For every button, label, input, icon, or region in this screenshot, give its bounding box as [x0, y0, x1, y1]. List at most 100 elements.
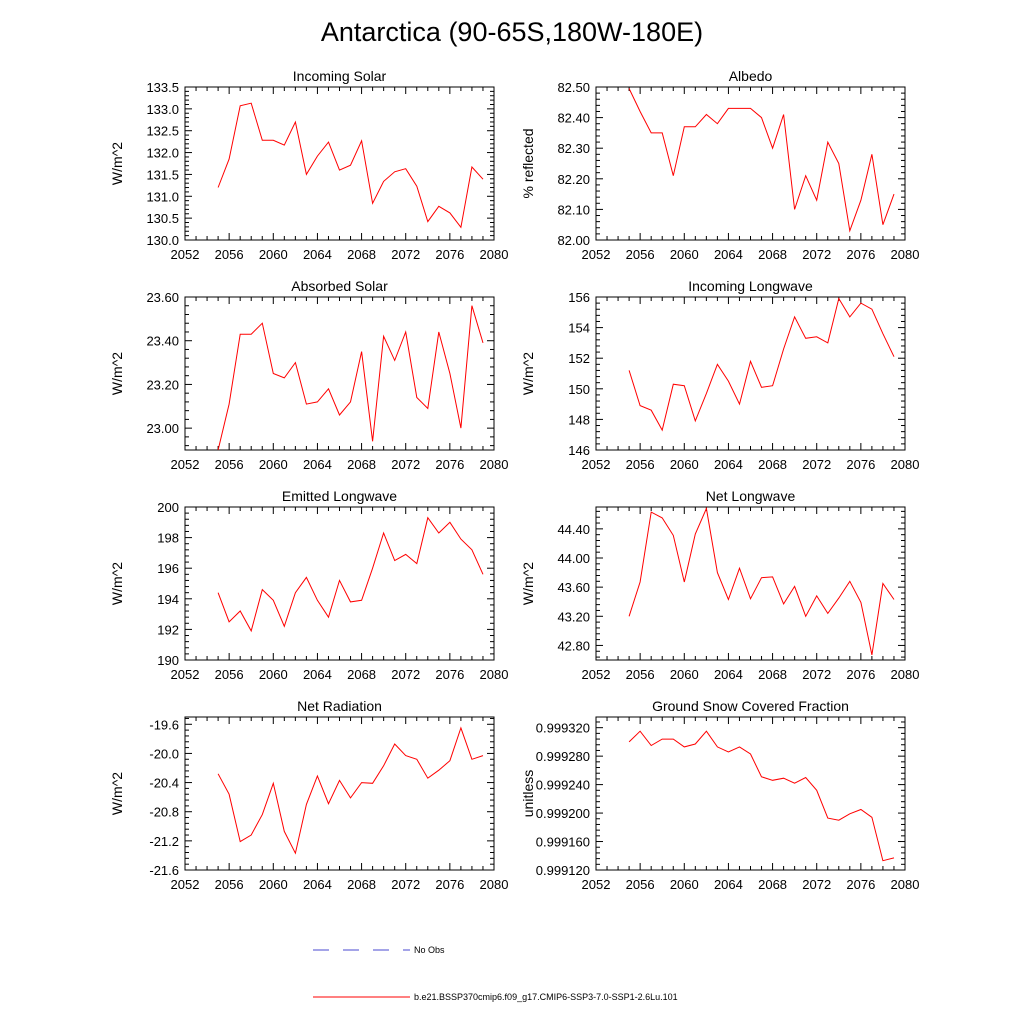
x-tick-label: 2060: [259, 667, 288, 682]
data-point: [684, 581, 685, 582]
y-tick-label: -21.6: [149, 863, 179, 878]
series-line: [217, 102, 484, 229]
data-point: [717, 572, 718, 573]
data-point: [761, 776, 762, 777]
data-point: [229, 794, 230, 795]
data-point: [816, 336, 817, 337]
data-point: [328, 803, 329, 804]
data-point: [471, 549, 472, 550]
data-point: [394, 743, 395, 744]
x-tick-label: 2068: [347, 667, 376, 682]
data-point: [339, 414, 340, 415]
y-tick-label: 200: [157, 500, 179, 515]
data-point: [339, 170, 340, 171]
data-point: [405, 554, 406, 555]
panel-5: Emitted Longwave W/m^2 2052 2056 2060 2064 206…: [109, 488, 508, 682]
plot-frame: [184, 86, 495, 241]
data-point: [717, 364, 718, 365]
data-point: [339, 580, 340, 581]
panel-title: Incoming Longwave: [688, 278, 813, 294]
plot-frame: [595, 716, 906, 871]
legend-run-label: b.e21.BSSP370cmip6.f09_g17.CMIP6-SSP3-7.…: [414, 992, 678, 1002]
data-point: [284, 145, 285, 146]
y-tick-label: 196: [157, 561, 179, 576]
data-point: [240, 610, 241, 611]
data-point: [783, 348, 784, 349]
data-point: [394, 560, 395, 561]
y-tick-label: 152: [568, 351, 590, 366]
x-tick-label: 2056: [215, 457, 244, 472]
y-tick-label: 150: [568, 382, 590, 397]
data-point: [739, 746, 740, 747]
y-tick-label: -20.8: [149, 805, 179, 820]
y-tick-label: 82.00: [557, 233, 590, 248]
data-point: [893, 599, 894, 600]
data-point: [816, 595, 817, 596]
data-points: [629, 88, 895, 232]
x-tick-label: 2072: [391, 247, 420, 262]
data-point: [717, 123, 718, 124]
y-axis-label: W/m^2: [109, 562, 125, 605]
y-tick-label: 0.999320: [536, 721, 590, 736]
data-point: [460, 428, 461, 429]
data-point: [262, 140, 263, 141]
plot-frame: [184, 296, 495, 451]
data-point: [684, 746, 685, 747]
data-point: [827, 613, 828, 614]
data-point: [794, 316, 795, 317]
x-tick-label: 2056: [626, 457, 655, 472]
data-point: [482, 342, 483, 343]
data-point: [350, 797, 351, 798]
data-point: [695, 743, 696, 744]
panel-title: Albedo: [729, 68, 773, 84]
panel-8: Ground Snow Covered Fraction unitless 2052…: [520, 698, 919, 892]
x-tick-label: 2056: [215, 247, 244, 262]
data-point: [284, 626, 285, 627]
y-tick-label: 0.999200: [536, 806, 590, 821]
y-tick-label: 194: [157, 592, 179, 607]
data-point: [295, 853, 296, 854]
data-point: [739, 108, 740, 109]
data-point: [728, 381, 729, 382]
x-tick-label: 2052: [171, 457, 200, 472]
data-point: [328, 617, 329, 618]
x-tick-label: 2064: [714, 877, 743, 892]
data-point: [805, 338, 806, 339]
data-point: [317, 156, 318, 157]
data-point: [317, 775, 318, 776]
data-point: [328, 142, 329, 143]
data-point: [427, 221, 428, 222]
data-point: [251, 103, 252, 104]
data-point: [295, 362, 296, 363]
panel-title: Net Longwave: [706, 488, 796, 504]
x-tick-label: 2060: [670, 457, 699, 472]
data-point: [728, 108, 729, 109]
data-point: [372, 783, 373, 784]
data-point: [383, 765, 384, 766]
panel-6: Net Longwave W/m^2 2052 2056 2060 2064 2068 207…: [520, 488, 919, 682]
y-tick-label: 154: [568, 321, 590, 336]
data-point: [306, 577, 307, 578]
data-point: [218, 187, 219, 188]
y-tick-label: 23.40: [146, 334, 179, 349]
data-point: [273, 140, 274, 141]
x-tick-label: 2076: [846, 247, 875, 262]
data-point: [750, 361, 751, 362]
data-point: [229, 404, 230, 405]
data-point: [750, 598, 751, 599]
panel-1: Incoming Solar W/m^2 2052 2056 2060 2064 2068 2…: [109, 68, 508, 262]
data-point: [761, 577, 762, 578]
x-tick-label: 2068: [347, 247, 376, 262]
y-tick-label: 82.40: [557, 111, 590, 126]
y-tick-label: 82.10: [557, 202, 590, 217]
data-point: [805, 175, 806, 176]
data-point: [640, 581, 641, 582]
data-point: [662, 430, 663, 431]
data-point: [673, 535, 674, 536]
series-line: [628, 297, 895, 432]
data-point: [416, 397, 417, 398]
y-tick-label: 43.20: [557, 609, 590, 624]
data-point: [295, 592, 296, 593]
x-tick-label: 2056: [215, 877, 244, 892]
data-point: [761, 117, 762, 118]
